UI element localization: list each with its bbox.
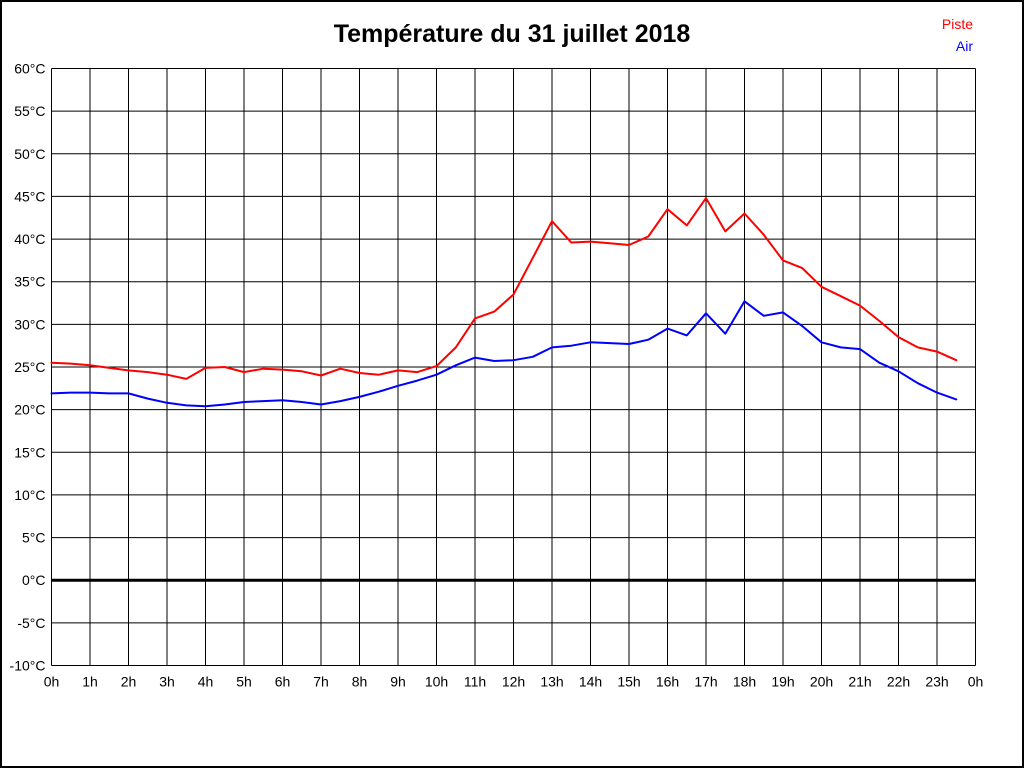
x-tick-label: 23h <box>925 674 948 690</box>
legend: Piste Air <box>942 13 973 57</box>
x-tick-label: 11h <box>464 674 486 690</box>
x-tick-label: 15h <box>617 674 640 690</box>
x-tick-label: 17h <box>694 674 717 690</box>
x-tick-label: 21h <box>848 674 871 690</box>
x-tick-label: 19h <box>771 674 794 690</box>
x-tick-label: 5h <box>236 674 252 690</box>
chart-title: Température du 31 juillet 2018 <box>333 20 691 48</box>
x-tick-label: 9h <box>390 674 406 690</box>
y-tick-label: 10°C <box>14 487 45 503</box>
legend-item-piste: Piste <box>941 16 973 32</box>
y-tick-label: 50°C <box>14 146 45 162</box>
x-tick-label: 0h <box>44 674 60 690</box>
x-tick-label: 18h <box>733 674 756 690</box>
x-tick-label: 4h <box>198 674 214 690</box>
series-line-air <box>50 300 958 408</box>
x-tick-label: 7h <box>313 674 329 690</box>
y-tick-label: 60°C <box>14 61 45 77</box>
y-tick-label: 45°C <box>14 188 45 204</box>
y-tick-label: 15°C <box>14 444 45 460</box>
y-tick-label: 55°C <box>14 103 45 119</box>
y-tick-label: -10°C <box>10 658 46 674</box>
y-tick-label: 20°C <box>14 402 45 418</box>
x-tick-label: 0h <box>968 674 984 690</box>
x-tick-label: 3h <box>159 674 175 690</box>
y-tick-label: 5°C <box>22 530 46 546</box>
x-tick-label: 1h <box>82 674 98 690</box>
legend-item-air: Air <box>955 38 973 54</box>
y-tick-label: -5°C <box>17 615 45 631</box>
x-tick-label: 16h <box>656 674 679 690</box>
x-tick-label: 6h <box>275 674 291 690</box>
series-line-piste <box>50 197 958 380</box>
y-tick-label: 30°C <box>14 316 45 332</box>
x-tick-label: 8h <box>352 674 368 690</box>
x-tick-label: 10h <box>425 674 448 690</box>
x-tick-label: 12h <box>502 674 525 690</box>
x-tick-label: 13h <box>540 674 563 690</box>
x-tick-label: 22h <box>887 674 910 690</box>
y-tick-label: 35°C <box>14 274 45 290</box>
y-tick-label: 25°C <box>14 359 45 375</box>
x-tick-label: 2h <box>121 674 137 690</box>
x-tick-label: 20h <box>810 674 833 690</box>
x-tick-label: 14h <box>579 674 602 690</box>
y-tick-label: 40°C <box>14 231 45 247</box>
y-tick-label: 0°C <box>22 572 46 588</box>
